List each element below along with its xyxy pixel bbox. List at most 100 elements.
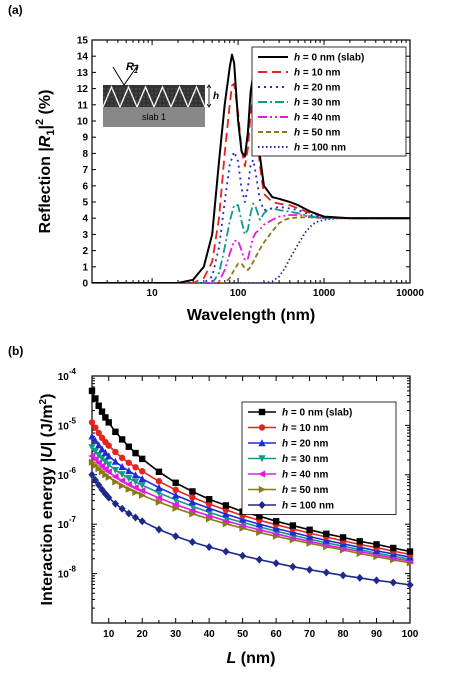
x-tick-label: 50 <box>237 629 249 640</box>
data-point <box>372 576 381 585</box>
data-point <box>389 578 397 587</box>
data-point <box>155 489 163 497</box>
y-tick-label: 13 <box>77 68 89 79</box>
data-point <box>132 464 139 471</box>
data-point <box>125 467 133 475</box>
inset-grating-layer <box>103 85 205 107</box>
data-point <box>258 485 266 494</box>
data-point <box>95 402 102 409</box>
data-point <box>155 483 163 491</box>
data-point <box>205 500 213 508</box>
x-tick-label: 90 <box>371 629 383 640</box>
data-point <box>118 504 126 513</box>
panel-label-a: (a) <box>8 3 23 17</box>
data-point <box>131 471 140 479</box>
legend-entry: h = 10 nm <box>282 423 329 434</box>
y-tick-label: 10-6 <box>58 466 77 482</box>
data-point <box>132 449 139 457</box>
data-point <box>255 555 263 564</box>
data-point <box>139 455 146 463</box>
x-tick-label: 60 <box>271 629 283 640</box>
data-point <box>98 445 106 453</box>
data-point <box>94 459 102 467</box>
data-point <box>138 474 146 482</box>
series-line <box>92 216 410 283</box>
inset-slab-1 <box>103 107 205 127</box>
inset-ray <box>112 64 139 86</box>
legend-entry: h = 100 nm <box>282 501 334 512</box>
data-point <box>155 468 163 476</box>
data-point <box>118 477 126 485</box>
series-line <box>92 202 410 283</box>
data-point <box>205 543 213 552</box>
y-tick-label: 7 <box>82 165 88 176</box>
data-point <box>189 510 197 518</box>
legend-entry: h = 40 nm <box>282 470 329 481</box>
data-point <box>91 448 99 456</box>
data-point <box>155 525 163 534</box>
data-point <box>112 478 120 486</box>
y-tick-label: 6 <box>82 181 88 192</box>
data-point <box>222 547 230 556</box>
data-point <box>125 475 133 483</box>
data-point <box>406 580 414 589</box>
legend-entry: h = 20 nm <box>294 83 341 94</box>
data-point <box>258 408 266 416</box>
inset-triangle <box>119 85 138 108</box>
data-point <box>118 471 126 479</box>
inset-triangle <box>102 85 121 108</box>
data-point <box>91 455 99 463</box>
data-point <box>105 419 112 426</box>
x-tick-label: 70 <box>304 629 316 640</box>
y-tick-label: 10-4 <box>58 367 77 383</box>
data-point <box>188 538 197 547</box>
data-point <box>323 530 330 537</box>
data-point <box>258 501 266 509</box>
data-point <box>118 436 126 443</box>
data-point <box>289 522 297 529</box>
x-tick-label: 80 <box>337 629 349 640</box>
data-point <box>205 496 213 503</box>
data-point <box>92 424 99 431</box>
inset-ray-arrow <box>132 64 139 71</box>
y-tick-label: 10-8 <box>58 565 77 581</box>
series-group <box>88 470 414 589</box>
data-point <box>155 478 163 485</box>
data-point <box>222 510 230 518</box>
data-point <box>98 408 106 415</box>
data-point <box>131 478 140 486</box>
data-point <box>131 484 139 492</box>
y-tick-label: 14 <box>77 52 89 63</box>
data-point <box>105 493 113 502</box>
data-point <box>272 559 280 568</box>
data-point <box>172 504 180 512</box>
data-point <box>172 491 180 499</box>
data-point <box>98 462 106 470</box>
inset-h-arrowheads <box>206 84 212 108</box>
x-tick-label: 100 <box>402 629 419 640</box>
data-point <box>102 414 109 421</box>
x-tick-label: 100 <box>230 288 247 299</box>
data-point <box>111 472 119 481</box>
x-tick-label: 10 <box>103 629 115 640</box>
inset-triangle <box>170 85 189 108</box>
data-point <box>306 526 313 534</box>
data-point <box>189 494 196 501</box>
legend-entry: h = 0 nm (slab) <box>282 408 352 419</box>
data-point <box>289 562 297 571</box>
legend-entry: h = 50 nm <box>282 485 329 496</box>
x-tick-label: 20 <box>137 629 149 640</box>
data-point <box>139 491 147 499</box>
data-point <box>155 498 163 506</box>
data-point <box>188 506 196 515</box>
data-point <box>172 486 179 494</box>
y-tick-label: 1 <box>82 262 88 273</box>
data-point <box>339 571 347 580</box>
x-tick-label: 40 <box>204 629 216 640</box>
y-tick-label: 3 <box>82 230 88 241</box>
data-point <box>88 452 96 460</box>
data-point <box>272 518 280 525</box>
data-point <box>118 463 126 471</box>
inset-triangle <box>153 85 172 108</box>
